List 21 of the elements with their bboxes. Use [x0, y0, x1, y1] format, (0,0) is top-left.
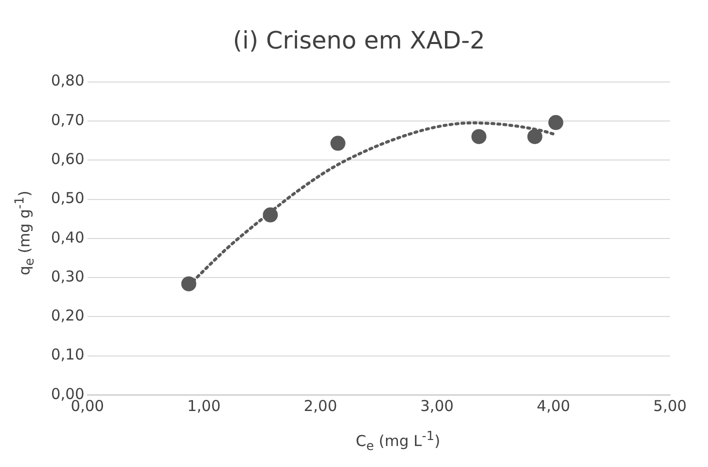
- y-tick-label: 0,80: [50, 72, 84, 90]
- y-tick-label: 0,60: [50, 150, 84, 168]
- x-tick-label: 3,00: [420, 396, 454, 415]
- point: [181, 276, 196, 292]
- point: [527, 129, 542, 144]
- y-tick-label: 0,40: [50, 228, 84, 246]
- point: [330, 136, 346, 151]
- y-tick-label: 0,10: [50, 346, 84, 364]
- x-tick-label: 2,00: [304, 396, 338, 415]
- y-tick-label: 0,50: [50, 189, 84, 208]
- point: [471, 129, 486, 144]
- x-tick-label: 5,00: [653, 396, 687, 415]
- x-axis-title: C$_{e}$ (mg L$^{-1}$): [356, 428, 440, 453]
- point: [548, 115, 564, 130]
- y-tick-label: 0,30: [50, 267, 84, 286]
- x-tick-label: 4,00: [536, 396, 570, 415]
- y-tick-label: 0,20: [50, 306, 84, 325]
- chart-title: (i) Criseno em XAD-2: [232, 26, 486, 55]
- point: [262, 207, 278, 222]
- y-tick-label: 0,70: [50, 110, 84, 129]
- x-tick-label: 1,00: [187, 396, 221, 415]
